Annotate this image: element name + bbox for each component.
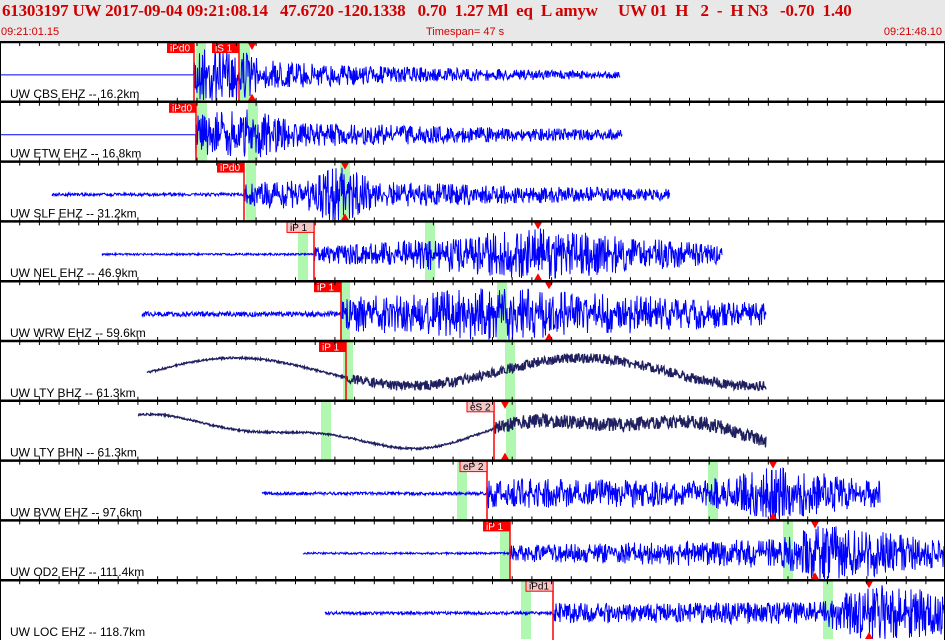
channel-panel[interactable]: iPd1 UW LOC EHZ -- 118.7km bbox=[0, 576, 945, 640]
channel-panel[interactable]: iP 1 UW OD2 EHZ -- 111.4km bbox=[0, 516, 945, 581]
channel-label: UW LTY BHN -- 61.3km bbox=[10, 446, 137, 460]
waveform-trace bbox=[0, 109, 623, 158]
predicted-arrival-marker-icon bbox=[248, 93, 256, 101]
window-end-time: 09:21:48.10 bbox=[883, 26, 942, 38]
time-window-marker bbox=[500, 521, 510, 580]
time-window-marker bbox=[321, 401, 331, 460]
channel-label: UW OD2 EHZ -- 111.4km bbox=[10, 565, 144, 579]
phase-pick-label: iPd0 bbox=[170, 44, 190, 55]
time-window-marker bbox=[457, 461, 467, 520]
event-summary: 61303197 UW 2017-09-04 09:21:08.14 47.67… bbox=[2, 1, 852, 20]
phase-pick-label: iP 1 bbox=[290, 223, 307, 234]
channel-label: UW BVW EHZ -- 97.6km bbox=[10, 505, 142, 519]
panel-background bbox=[0, 341, 945, 401]
event-header: 61303197 UW 2017-09-04 09:21:08.14 47.67… bbox=[0, 0, 945, 42]
predicted-arrival-marker-icon bbox=[534, 222, 542, 230]
waveform-trace bbox=[137, 411, 767, 452]
channel-label: UW SLF EHZ -- 31.2km bbox=[10, 206, 137, 220]
phase-pick-tag[interactable] bbox=[319, 341, 346, 352]
channel-panel[interactable]: eS 2 UW LTY BHN -- 61.3km bbox=[0, 396, 945, 461]
waveform-trace bbox=[302, 526, 945, 580]
time-window-marker bbox=[246, 162, 256, 221]
channel-label: UW LTY BHZ -- 61.3km bbox=[10, 386, 136, 400]
phase-pick-label: iP 1 bbox=[322, 343, 339, 354]
timespan-label: Timespan= 47 s bbox=[426, 26, 505, 38]
waveform-trace bbox=[101, 228, 723, 280]
predicted-arrival-marker-icon bbox=[534, 273, 542, 281]
seismogram-panels[interactable]: iPd0 iS 1 UW CBS EHZ -- 16.2km iPd0 UW ETW E… bbox=[0, 41, 945, 640]
phase-pick-label: iP 1 bbox=[486, 522, 503, 533]
predicted-arrival-marker-icon bbox=[501, 401, 509, 409]
channel-label: UW ETW EHZ -- 16.8km bbox=[10, 147, 141, 161]
predicted-arrival-marker-icon bbox=[811, 572, 819, 580]
panel-background bbox=[0, 161, 945, 222]
predicted-arrival-marker-icon bbox=[865, 632, 873, 639]
predicted-arrival-marker-icon bbox=[769, 512, 777, 520]
time-window-marker bbox=[506, 401, 516, 460]
predicted-arrival-marker-icon bbox=[545, 282, 553, 290]
channel-label: UW NEL EHZ -- 46.9km bbox=[10, 266, 138, 280]
channel-panel[interactable]: iPd0 iS 1 UW CBS EHZ -- 16.2km bbox=[0, 41, 945, 102]
channel-panel[interactable]: iP 1 UW LTY BHZ -- 61.3km bbox=[0, 337, 945, 401]
time-window-marker bbox=[708, 461, 718, 520]
phase-pick-tag[interactable] bbox=[169, 101, 196, 113]
phase-pick-tag[interactable] bbox=[212, 42, 239, 53]
channel-panel[interactable]: iP 1 UW WRW EHZ -- 59.6km bbox=[0, 277, 945, 341]
time-window-marker bbox=[343, 342, 353, 400]
time-window-marker bbox=[298, 222, 308, 281]
phase-pick-tag[interactable] bbox=[483, 520, 510, 532]
time-window-marker bbox=[521, 581, 531, 639]
channel-panel[interactable]: iPd0 UW SLF EHZ -- 31.2km bbox=[0, 157, 945, 222]
predicted-arrival-marker-icon bbox=[769, 461, 777, 469]
time-window-marker bbox=[240, 43, 250, 101]
predicted-arrival-marker-icon bbox=[341, 162, 349, 170]
waveform-trace bbox=[261, 467, 881, 520]
phase-pick-tag[interactable] bbox=[217, 161, 244, 173]
predicted-arrival-marker-icon bbox=[341, 213, 349, 221]
channel-label: UW WRW EHZ -- 59.6km bbox=[10, 326, 146, 340]
phase-pick-tag[interactable] bbox=[314, 281, 341, 293]
waveform-trace bbox=[324, 585, 945, 640]
waveform-trace bbox=[0, 46, 621, 101]
waveform-trace bbox=[141, 288, 767, 341]
phase-pick-label: iPd0 bbox=[172, 103, 192, 114]
predicted-arrival-marker-icon bbox=[248, 43, 256, 50]
phase-pick-label: iP 1 bbox=[317, 283, 334, 294]
predicted-arrival-marker-icon bbox=[501, 452, 509, 460]
phase-pick-label: eP 2 bbox=[463, 462, 484, 473]
predicted-arrival-marker-icon bbox=[545, 333, 553, 340]
channel-panel[interactable]: eP 2 UW BVW EHZ -- 97.6km bbox=[0, 456, 945, 521]
waveform-trace bbox=[146, 353, 767, 392]
channel-panel[interactable]: iPd0 UW ETW EHZ -- 16.8km bbox=[0, 97, 945, 162]
channel-panel[interactable]: iP 1 UW NEL EHZ -- 46.9km bbox=[0, 217, 945, 282]
phase-pick-label: iS 1 bbox=[215, 44, 233, 55]
channel-label: UW LOC EHZ -- 118.7km bbox=[10, 625, 145, 639]
window-start-time: 09:21:01.15 bbox=[1, 26, 60, 38]
predicted-arrival-marker-icon bbox=[811, 521, 819, 529]
phase-pick-label: eS 2 bbox=[470, 402, 491, 413]
phase-pick-tag[interactable] bbox=[167, 42, 194, 53]
phase-pick-label: iPd1 bbox=[529, 582, 549, 593]
phase-pick-label: iPd0 bbox=[220, 163, 240, 174]
waveform-trace bbox=[51, 167, 671, 221]
channel-label: UW CBS EHZ -- 16.2km bbox=[10, 87, 139, 101]
